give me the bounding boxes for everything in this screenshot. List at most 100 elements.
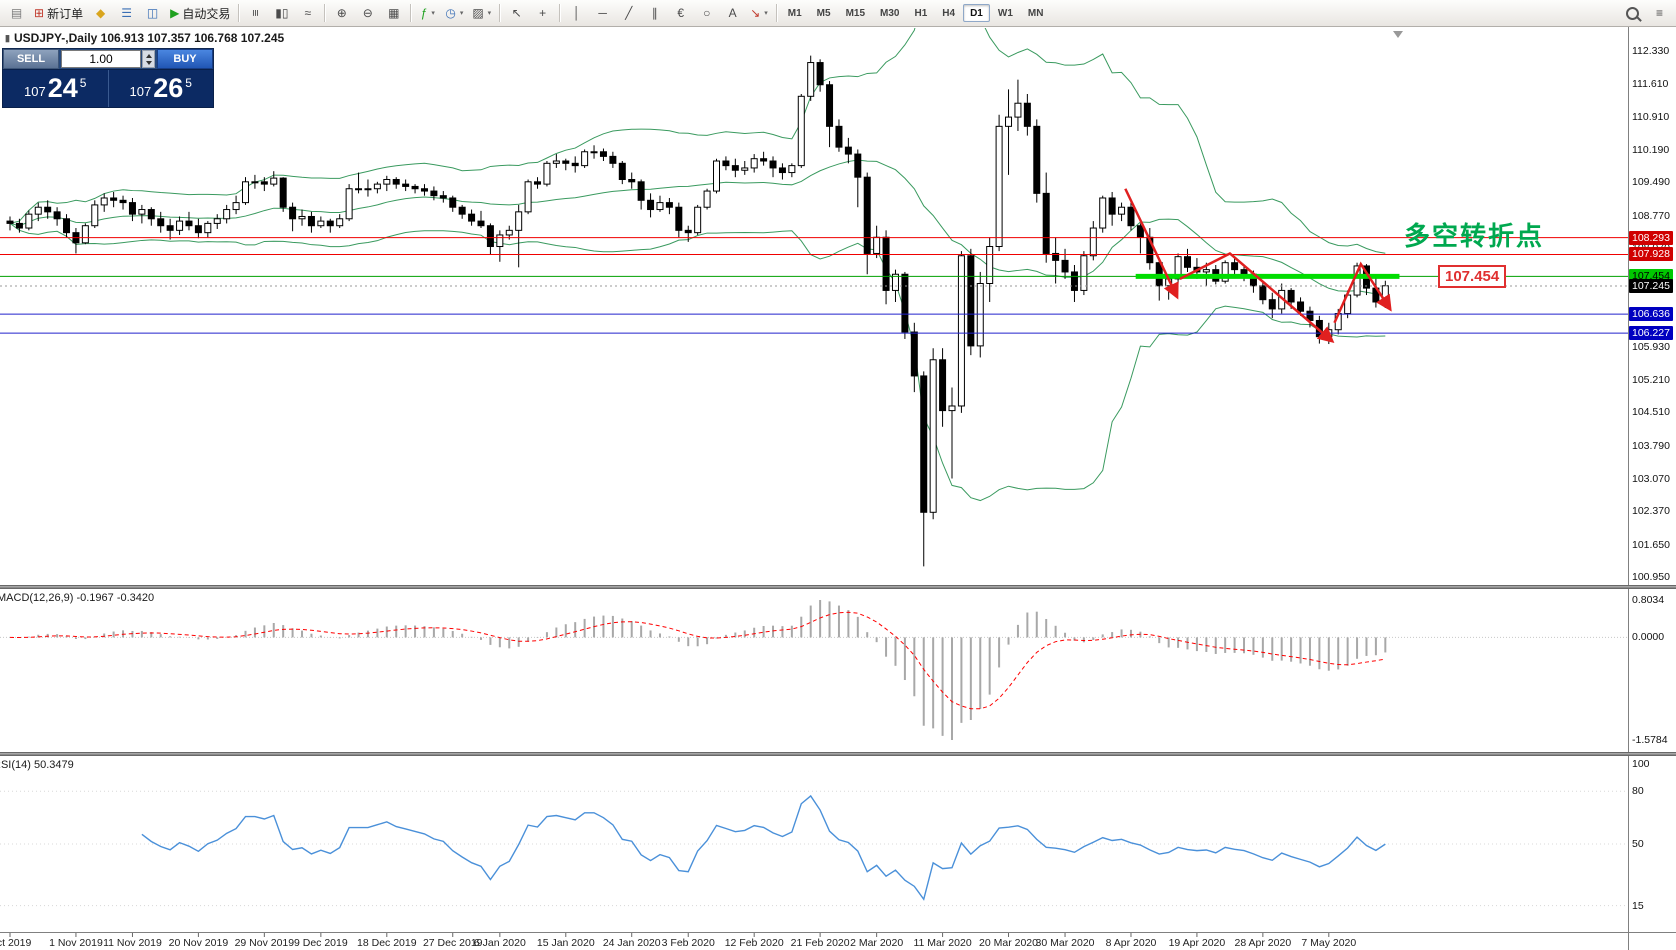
periods-icon: ◷ [445, 6, 456, 20]
timeframe-m5[interactable]: M5 [810, 4, 838, 22]
timeframe-d1[interactable]: D1 [963, 4, 990, 22]
chevron-down-icon: ▾ [459, 10, 464, 17]
timeframe-w1[interactable]: W1 [991, 4, 1020, 22]
timeframe-h1[interactable]: H1 [907, 4, 934, 22]
crosshair-icon[interactable]: + [530, 2, 555, 24]
chart-title-text: USDJPY-,Daily 106.913 107.357 106.768 10… [13, 31, 285, 45]
price-badge: 108.293 [1629, 230, 1673, 245]
timeframe-m1[interactable]: M1 [781, 4, 809, 22]
time-axis-label: 11 Nov 2019 [103, 937, 162, 949]
zigzag-arrow[interactable] [1333, 261, 1392, 324]
zoom-out-icon[interactable]: ⊖ [355, 2, 380, 24]
time-axis-label: 24 Jan 2020 [603, 937, 661, 949]
candlestick-chart-icon[interactable]: ▮▯ [269, 2, 294, 24]
main-price-pane[interactable] [0, 0, 1628, 567]
timeframe-h4[interactable]: H4 [935, 4, 962, 22]
tile-windows-icon[interactable]: ▦ [381, 2, 406, 24]
main-toolbar: ▤ ⊞ 新订单 ◆ ☰ ◫ ▶ 自动交易 ≡ ▮▯ ≈ ⊕ ⊖ ▦ ƒ ▾ ◷ ▾ ▨ ▾ ↖ + │ ─ ╱ ∥ € ○ A ↘ ▾ M1 M… [0, 0, 1676, 27]
indicators-icon[interactable]: ƒ ▾ [415, 2, 440, 24]
auto-trading-button[interactable]: ▶ 自动交易 [166, 2, 234, 24]
price-scale-label: 109.490 [1632, 176, 1670, 189]
time-axis-label: 20 Mar 2020 [979, 937, 1038, 949]
time-axis-label: 8 Apr 2020 [1106, 937, 1157, 949]
time-axis-label: 7 May 2020 [1301, 937, 1356, 949]
price-scale-label: 103.790 [1632, 439, 1670, 452]
templates-icon[interactable]: ▨ ▾ [468, 2, 495, 24]
price-scale[interactable]: 112.330 111.610 110.910 110.190 109.490 108.7… [1628, 27, 1676, 950]
timeframe-m30[interactable]: M30 [873, 4, 906, 22]
text-icon: A [728, 6, 737, 20]
auto-trading-button-label: 自动交易 [182, 6, 231, 21]
new-order-button[interactable]: ⊞ 新订单 [30, 2, 87, 24]
zigzag-arrow[interactable] [1179, 251, 1335, 344]
macd-pane[interactable] [0, 600, 1628, 740]
price-scale-label: 110.190 [1632, 143, 1670, 156]
price-scale-label: 15 [1632, 899, 1644, 912]
timeframe-mn[interactable]: MN [1021, 4, 1051, 22]
toolbar-separator [410, 4, 412, 22]
buy-price-big: 26 [153, 73, 184, 103]
equidistant-channel-icon[interactable]: ∥ [642, 2, 667, 24]
macd-label: MACD(12,26,9) -0.1967 -0.3420 [0, 592, 155, 604]
buy-button[interactable]: BUY [157, 49, 213, 69]
horizontal-line-icon[interactable]: ─ [590, 2, 615, 24]
price-scale-label: 111.610 [1632, 78, 1669, 91]
vertical-line-icon: │ [572, 6, 581, 20]
shapes-icon[interactable]: ○ [694, 2, 719, 24]
volume-input[interactable] [61, 50, 141, 68]
zigzag-arrow[interactable] [1124, 188, 1179, 300]
line-chart-icon[interactable]: ≈ [295, 2, 320, 24]
market-watch-icon: ☰ [121, 6, 132, 20]
fibonacci-icon: € [677, 6, 685, 20]
price-scale-label: 101.650 [1632, 538, 1670, 551]
quick-search-icon[interactable] [1620, 2, 1645, 24]
bar-chart-icon: ≡ [248, 9, 263, 17]
macd-histogram [18, 600, 1387, 740]
price-label-box[interactable]: 107.454 [1438, 265, 1507, 288]
chart-window-icon[interactable]: ▤ [4, 2, 29, 24]
time-axis-label: 19 Apr 2020 [1169, 937, 1226, 949]
periods-icon[interactable]: ◷ ▾ [441, 2, 467, 24]
arrows-icon[interactable]: ↘ ▾ [746, 2, 772, 24]
zoom-in-icon: ⊕ [336, 6, 347, 20]
sell-button[interactable]: SELL [3, 49, 59, 69]
rsi-pane[interactable] [0, 756, 1628, 907]
zoom-in-icon[interactable]: ⊕ [329, 2, 354, 24]
time-axis-label: 1 Nov 2019 [49, 937, 103, 949]
chevron-down-icon: ▾ [431, 10, 435, 17]
favorites-icon: ◆ [95, 6, 106, 20]
navigator-icon[interactable]: ◫ [140, 2, 165, 24]
toolbar-separator [775, 4, 777, 22]
text-icon[interactable]: A [720, 2, 745, 24]
market-watch-icon[interactable]: ☰ [114, 2, 139, 24]
time-axis-separator [0, 932, 1676, 933]
price-scale-label: -1.5784 [1632, 734, 1668, 746]
toolbar-separator [499, 4, 501, 22]
pane-separator-macd[interactable] [0, 585, 1676, 589]
volume-down-button[interactable] [145, 60, 152, 65]
price-divider [107, 70, 109, 107]
timeframe-m15[interactable]: M15 [839, 4, 872, 22]
toolbar-overflow-icon[interactable]: ≡ [1647, 2, 1672, 24]
price-scale-label: 50 [1632, 838, 1644, 850]
trendline-icon[interactable]: ╱ [616, 2, 641, 24]
horizontal-line-icon: ─ [598, 6, 607, 20]
vertical-line-icon[interactable]: │ [564, 2, 589, 24]
price-scale-label: 0.8034 [1632, 594, 1665, 606]
fibonacci-icon[interactable]: € [668, 2, 693, 24]
sell-price[interactable]: 107 24 5 [3, 70, 108, 107]
cursor-icon: ↖ [511, 6, 522, 20]
chart-shift-marker[interactable] [1393, 31, 1403, 38]
candlestick-series [6, 55, 1389, 567]
buy-price[interactable]: 107 26 5 [109, 70, 214, 107]
bar-chart-icon[interactable]: ≡ [243, 2, 268, 24]
time-axis-label: 12 Feb 2020 [725, 937, 784, 949]
cursor-icon[interactable]: ↖ [504, 2, 529, 24]
annotation-text[interactable]: 多空转折点 [1404, 221, 1545, 251]
volume-up-button[interactable] [145, 53, 152, 58]
pane-separator-rsi[interactable] [0, 752, 1676, 756]
favorites-icon[interactable]: ◆ [88, 2, 113, 24]
time-axis-label: 15 Jan 2020 [537, 937, 595, 949]
